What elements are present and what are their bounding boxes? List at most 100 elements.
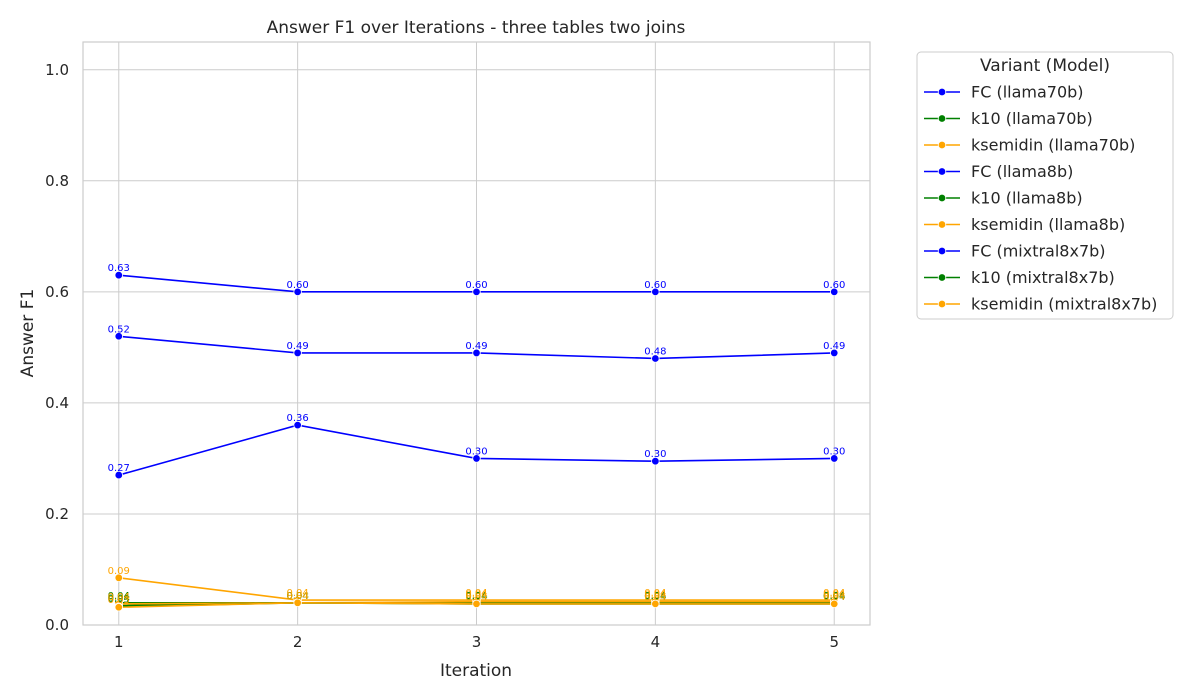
data-label: 0.63 — [108, 263, 130, 274]
legend-item: k10 (llama70b) — [924, 109, 1093, 128]
series — [114, 271, 839, 297]
data-label: 0.49 — [287, 341, 309, 352]
data-label: 0.48 — [644, 346, 666, 357]
data-label: 0.04 — [644, 591, 666, 602]
data-point — [651, 354, 660, 363]
data-label: 0.04 — [287, 588, 309, 599]
legend-item: ksemidin (mixtral8x7b) — [924, 295, 1157, 314]
legend-label: k10 (llama70b) — [971, 109, 1093, 128]
data-point — [830, 599, 839, 609]
data-label: 0.60 — [465, 280, 487, 291]
data-point — [472, 454, 481, 463]
legend-title: Variant (Model) — [980, 56, 1110, 76]
data-label: 0.04 — [823, 591, 845, 602]
legend-item: ksemidin (llama8b) — [924, 215, 1125, 234]
data-label: 0.09 — [108, 566, 130, 577]
data-point — [651, 599, 660, 609]
y-tick-label: 0.0 — [45, 616, 69, 634]
legend-label: k10 (mixtral8x7b) — [971, 268, 1115, 287]
data-point — [830, 348, 839, 358]
legend-swatch-marker — [937, 220, 947, 229]
legend-swatch-marker — [937, 140, 947, 150]
legend-label: k10 (llama8b) — [971, 189, 1083, 208]
data-label: 0.04 — [644, 590, 666, 601]
data-label: 0.04 — [465, 592, 487, 603]
legend-frame — [916, 51, 1174, 320]
data-label: 0.04 — [823, 592, 845, 603]
legend-label: FC (llama70b) — [971, 83, 1084, 102]
legend-label: ksemidin (mixtral8x7b) — [971, 295, 1157, 314]
x-tick-label: 1 — [114, 633, 124, 651]
data-label: 0.27 — [108, 463, 130, 474]
legend-label: ksemidin (llama8b) — [971, 215, 1125, 234]
tick-layer: 1 2 3 4 5 0.0 0.2 0.4 0.6 0.8 1.0 — [45, 61, 839, 651]
data-label: 0.04 — [465, 590, 487, 601]
data-label: 0.03 — [108, 595, 130, 606]
y-axis-label: Answer F1 — [18, 289, 38, 378]
legend-swatch-marker — [937, 299, 947, 309]
legend-label: FC (mixtral8x7b) — [971, 242, 1106, 261]
data-point — [293, 348, 302, 358]
data-label: 0.30 — [644, 449, 666, 460]
y-tick-label: 0.2 — [45, 505, 69, 523]
legend-label: FC (llama8b) — [971, 162, 1073, 181]
data-point — [472, 287, 481, 297]
data-label: 0.60 — [823, 280, 845, 291]
data-label: 0.03 — [108, 595, 130, 606]
x-axis-label: Iteration — [440, 661, 512, 681]
data-point — [651, 457, 660, 466]
y-tick-label: 0.6 — [45, 283, 69, 301]
legend-swatch-marker — [937, 167, 947, 176]
data-point — [472, 348, 481, 358]
data-point — [472, 599, 481, 609]
legend-swatch-marker — [937, 193, 947, 203]
x-tick-label: 4 — [651, 633, 661, 651]
data-label-layer: 0.63 0.60 0.60 0.60 0.60 0.04 0.04 0.04 0.04 0.04… — [108, 263, 846, 606]
data-label: 0.49 — [823, 341, 845, 352]
data-point — [830, 454, 839, 463]
data-label: 0.04 — [823, 588, 845, 599]
data-label: 0.04 — [823, 592, 845, 603]
data-point — [293, 287, 302, 297]
series — [114, 332, 839, 363]
data-label: 0.04 — [644, 592, 666, 603]
legend-swatch-marker — [937, 87, 947, 97]
data-point — [114, 271, 123, 280]
series — [114, 598, 839, 612]
data-point — [293, 420, 302, 430]
chart-title: Answer F1 over Iterations - three tables… — [267, 18, 686, 38]
data-label: 0.04 — [823, 591, 845, 602]
legend-item: ksemidin (llama70b) — [924, 136, 1135, 155]
data-point — [830, 287, 839, 297]
data-point — [114, 573, 123, 583]
data-point — [114, 603, 123, 612]
legend-item: FC (llama70b) — [924, 83, 1084, 102]
legend-items: FC (llama70b) k10 (llama70b) ksemidin (lla… — [924, 83, 1157, 314]
legend: Variant (Model) FC (llama70b) k10 (llama7… — [916, 51, 1174, 320]
data-point — [293, 598, 302, 607]
legend-item: k10 (mixtral8x7b) — [924, 268, 1115, 287]
data-label: 0.04 — [644, 591, 666, 602]
data-label: 0.60 — [287, 280, 309, 291]
series — [114, 420, 839, 480]
x-tick-label: 2 — [293, 633, 303, 651]
x-tick-label: 3 — [472, 633, 482, 651]
y-tick-label: 0.4 — [45, 394, 69, 412]
data-label: 0.30 — [823, 446, 845, 457]
data-label: 0.04 — [465, 591, 487, 602]
legend-item: FC (mixtral8x7b) — [924, 242, 1106, 261]
y-tick-label: 0.8 — [45, 172, 69, 190]
data-label: 0.04 — [287, 591, 309, 602]
legend-item: FC (llama8b) — [924, 162, 1073, 181]
data-label: 0.49 — [465, 341, 487, 352]
data-label: 0.52 — [108, 324, 130, 335]
data-label: 0.04 — [823, 590, 845, 601]
data-label: 0.04 — [108, 594, 130, 605]
legend-swatch-marker — [937, 114, 947, 123]
data-label: 0.04 — [465, 591, 487, 602]
grid-layer — [83, 42, 870, 626]
series-layer — [114, 271, 839, 612]
data-label: 0.04 — [287, 591, 309, 602]
